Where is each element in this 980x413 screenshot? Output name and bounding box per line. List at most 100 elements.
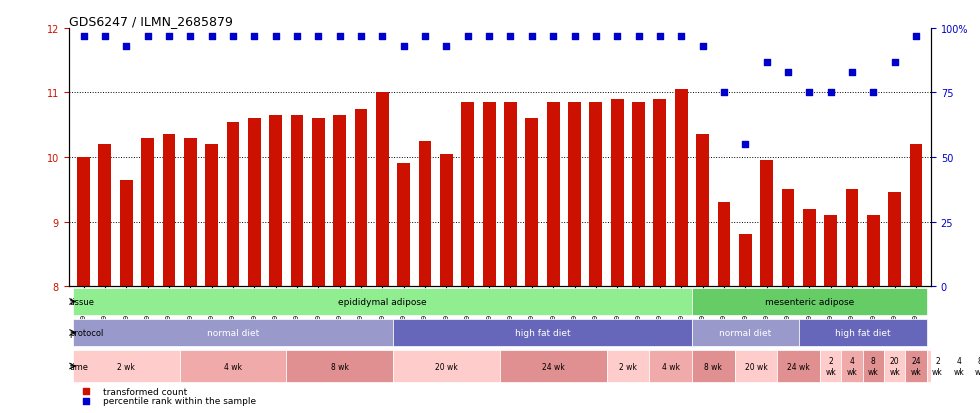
Text: 8
wk: 8 wk	[868, 356, 879, 376]
Text: 20 wk: 20 wk	[745, 362, 767, 370]
Bar	[824, 216, 837, 286]
Bar	[739, 235, 752, 286]
Point	[78, 397, 94, 404]
Point	[289, 33, 305, 40]
Text: epididymal adipose: epididymal adipose	[338, 297, 426, 306]
Point	[439, 44, 455, 50]
Text: normal diet: normal diet	[207, 328, 259, 337]
Point	[78, 388, 94, 395]
Text: 24 wk: 24 wk	[542, 362, 564, 370]
Bar	[73, 288, 692, 316]
Text: 24 wk: 24 wk	[787, 362, 810, 370]
Bar	[226, 122, 239, 286]
Text: high fat diet: high fat diet	[514, 328, 570, 337]
Point	[759, 59, 774, 66]
Bar	[333, 116, 346, 286]
Point	[204, 33, 220, 40]
Point	[695, 44, 710, 50]
Bar	[270, 116, 282, 286]
Bar	[632, 103, 645, 286]
Text: 4 wk: 4 wk	[224, 362, 242, 370]
Bar	[98, 145, 112, 286]
Point	[119, 44, 134, 50]
Bar	[607, 350, 649, 382]
Bar	[141, 138, 154, 286]
Bar	[692, 350, 735, 382]
Bar	[969, 350, 980, 382]
Text: 4 wk: 4 wk	[662, 362, 679, 370]
Text: 8 wk: 8 wk	[331, 362, 349, 370]
Bar	[120, 180, 132, 286]
Bar	[777, 350, 820, 382]
Point	[610, 33, 625, 40]
Bar	[760, 161, 773, 286]
Text: 2 wk: 2 wk	[619, 362, 637, 370]
Bar	[649, 350, 692, 382]
Bar	[611, 100, 623, 286]
Point	[311, 33, 326, 40]
Text: tissue: tissue	[70, 297, 95, 306]
Bar	[547, 103, 560, 286]
Bar	[803, 209, 815, 286]
Point	[566, 33, 582, 40]
Text: 8
wk: 8 wk	[975, 356, 980, 376]
Text: 20 wk: 20 wk	[435, 362, 458, 370]
Point	[396, 44, 412, 50]
Bar	[504, 103, 516, 286]
Point	[823, 90, 839, 97]
Bar	[393, 350, 500, 382]
Text: normal diet: normal diet	[719, 328, 771, 337]
Point	[716, 90, 732, 97]
Bar	[77, 158, 90, 286]
Point	[140, 33, 156, 40]
Bar	[696, 135, 709, 286]
Text: percentile rank within the sample: percentile rank within the sample	[103, 396, 256, 405]
Text: 24
wk: 24 wk	[910, 356, 921, 376]
Bar	[376, 93, 389, 286]
Bar	[846, 190, 858, 286]
Bar	[782, 190, 795, 286]
Point	[631, 33, 647, 40]
Point	[844, 69, 859, 76]
Text: protocol: protocol	[70, 328, 104, 337]
Bar	[589, 103, 603, 286]
Bar	[692, 319, 799, 347]
Bar	[820, 350, 842, 382]
Bar	[909, 145, 922, 286]
Bar	[184, 138, 197, 286]
Point	[908, 33, 924, 40]
Bar	[418, 142, 431, 286]
Point	[737, 141, 753, 148]
Point	[865, 90, 881, 97]
Point	[225, 33, 241, 40]
Point	[460, 33, 475, 40]
Text: 8 wk: 8 wk	[705, 362, 722, 370]
Text: 4
wk: 4 wk	[954, 356, 964, 376]
Point	[481, 33, 497, 40]
Bar	[483, 103, 496, 286]
Bar	[884, 350, 906, 382]
Bar	[440, 154, 453, 286]
Text: 2
wk: 2 wk	[825, 356, 836, 376]
Bar	[286, 350, 393, 382]
Bar	[205, 145, 218, 286]
Point	[887, 59, 903, 66]
Point	[673, 33, 689, 40]
Bar	[73, 350, 179, 382]
Bar	[312, 119, 324, 286]
Bar	[862, 350, 884, 382]
Point	[75, 33, 91, 40]
Bar	[500, 350, 607, 382]
Text: GDS6247 / ILMN_2685879: GDS6247 / ILMN_2685879	[69, 15, 232, 28]
Point	[332, 33, 348, 40]
Bar	[888, 193, 902, 286]
Point	[780, 69, 796, 76]
Point	[353, 33, 368, 40]
Text: 2 wk: 2 wk	[118, 362, 135, 370]
Text: transformed count: transformed count	[103, 387, 187, 396]
Text: 2
wk: 2 wk	[932, 356, 943, 376]
Bar	[568, 103, 581, 286]
Point	[247, 33, 263, 40]
Bar	[73, 319, 393, 347]
Point	[524, 33, 540, 40]
